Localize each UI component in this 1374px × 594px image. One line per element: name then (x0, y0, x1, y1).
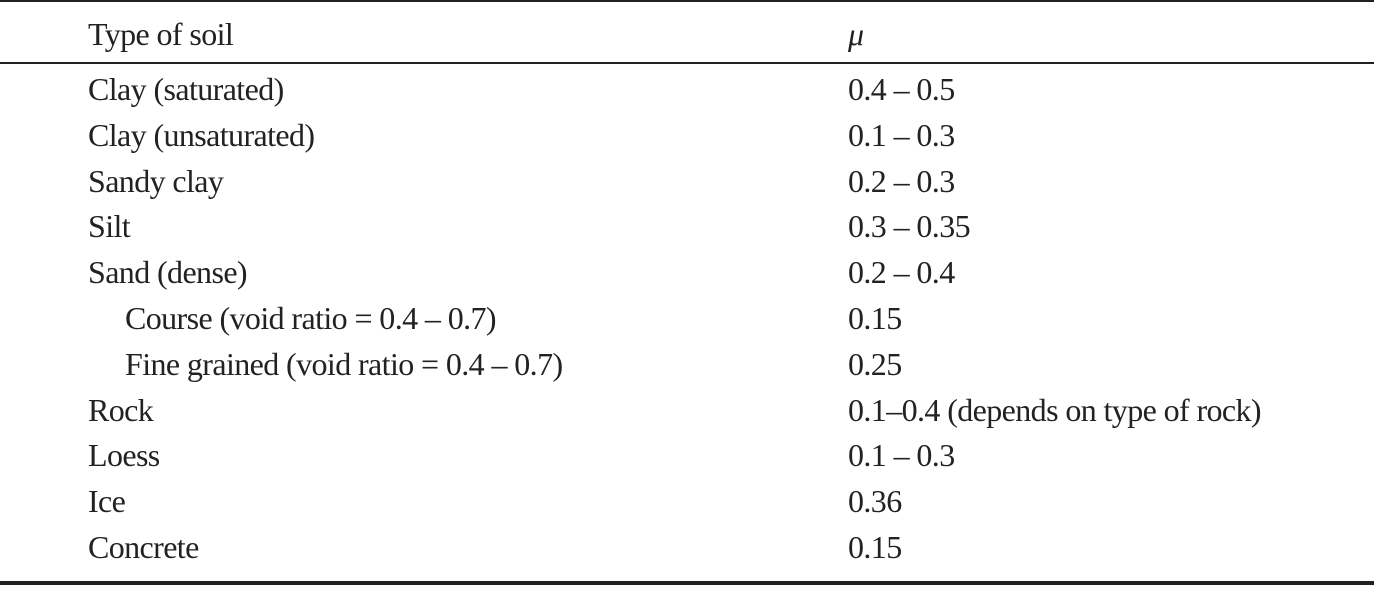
mu-cell: 0.15 (848, 529, 902, 565)
soil-type-cell: Clay (saturated) (88, 71, 284, 107)
mu-cell: 0.2 – 0.3 (848, 162, 955, 199)
soil-type-cell: Silt (88, 208, 131, 245)
mu-cell: 0.1 – 0.3 (848, 116, 955, 153)
header-rule (0, 62, 1374, 64)
soil-type-cell: Concrete (88, 529, 199, 565)
soil-type-cell: Sandy clay (88, 162, 224, 199)
mu-cell: 0.3 – 0.35 (848, 208, 971, 245)
soil-type-cell: Ice (88, 483, 126, 520)
soil-type-cell: Sand (dense) (88, 254, 248, 291)
mu-cell: 0.4 – 0.5 (848, 71, 955, 107)
mu-cell: 0.25 (848, 345, 902, 382)
soil-type-cell: Course (void ratio = 0.4 – 0.7) (125, 300, 497, 336)
bottom-rule (0, 581, 1374, 585)
soil-type-cell: Fine grained (void ratio = 0.4 – 0.7) (125, 345, 563, 382)
soil-type-cell: Rock (88, 391, 154, 428)
mu-cell: 0.1 – 0.3 (848, 437, 955, 474)
header-cell: Type of soil (88, 16, 234, 52)
soil-type-cell: Loess (88, 437, 160, 474)
mu-cell: 0.2 – 0.4 (848, 254, 955, 291)
mu-cell: 0.36 (848, 483, 902, 520)
header-cell: μ (848, 16, 864, 52)
mu-cell: 0.1–0.4 (depends on type of rock) (848, 391, 1262, 428)
soil-type-cell: Clay (unsaturated) (88, 116, 315, 153)
mu-cell: 0.15 (848, 300, 902, 336)
top-rule (0, 0, 1374, 2)
